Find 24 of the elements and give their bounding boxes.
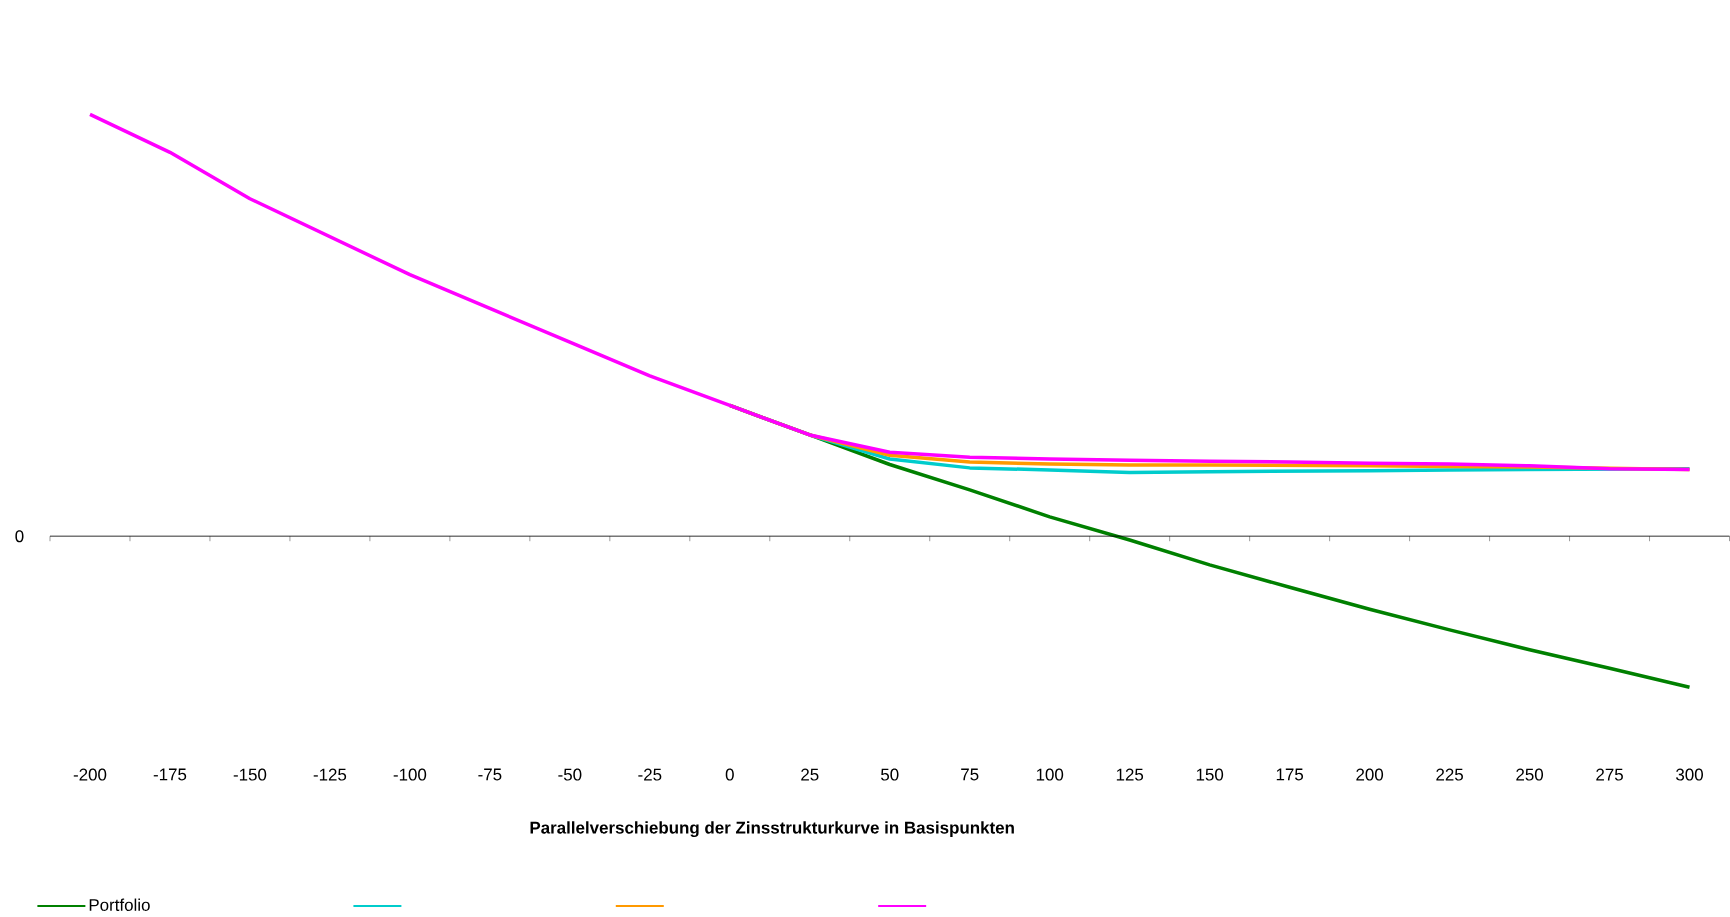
x-tick-label: 175 (1276, 768, 1304, 781)
x-tick-label: -175 (153, 768, 187, 781)
legend-label: Portfolio (89, 898, 150, 911)
x-tick-label: -50 (558, 768, 582, 781)
x-tick-label: -100 (393, 768, 427, 781)
x-tick-label: -75 (478, 768, 502, 781)
x-tick-label: -25 (638, 768, 662, 781)
x-tick-label: 275 (1596, 768, 1623, 781)
x-tick-label: -125 (313, 768, 347, 781)
x-tick-label: 0 (725, 768, 734, 781)
x-tick-label: 100 (1036, 768, 1064, 781)
x-tick-label: 150 (1196, 768, 1224, 781)
x-tick-label: 250 (1516, 768, 1544, 781)
x-tick-label: 125 (1116, 768, 1144, 781)
x-tick-label: 50 (881, 768, 899, 781)
x-tick-label: 200 (1356, 768, 1384, 781)
x-tick-label: 75 (961, 768, 979, 781)
x-axis-title: Parallelverschiebung der Zinsstrukturkurve in Basispunkten (530, 821, 1014, 837)
x-tick-label: -150 (233, 768, 267, 781)
x-tick-label: 300 (1676, 768, 1703, 781)
x-tick-label: 225 (1436, 768, 1463, 781)
ref-line-label: 0 (15, 530, 24, 543)
x-tick-label: 25 (801, 768, 819, 781)
x-tick-label: -200 (73, 768, 107, 781)
